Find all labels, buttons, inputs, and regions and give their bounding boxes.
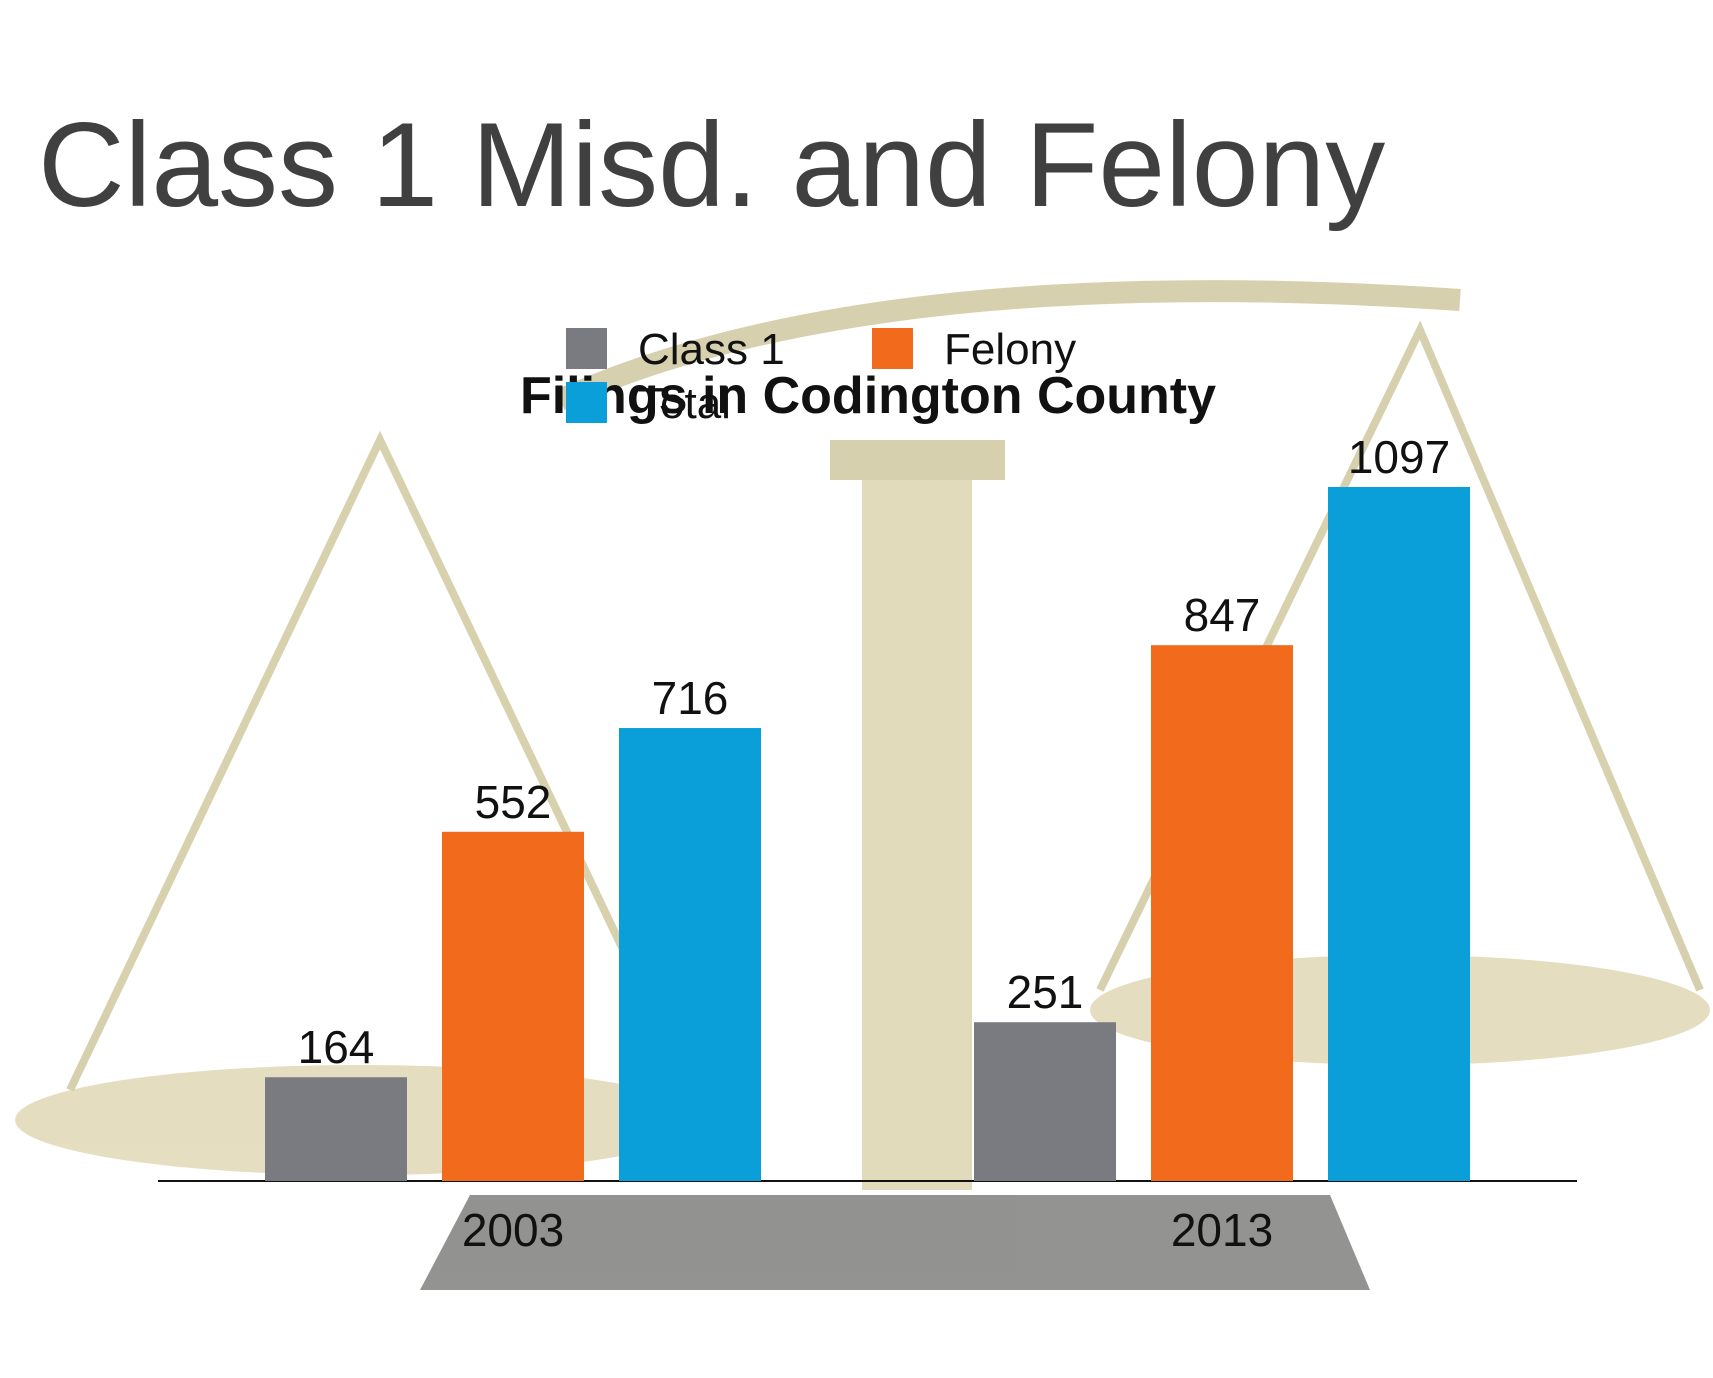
data-label: 251 (1007, 966, 1084, 1018)
data-label: 847 (1184, 589, 1261, 641)
bar (265, 1077, 407, 1181)
legend-swatch (566, 382, 607, 423)
bar (1328, 487, 1470, 1181)
bar (1151, 645, 1293, 1181)
legend-label: Felony (944, 325, 1076, 374)
x-tick-label: 2003 (462, 1204, 564, 1256)
data-label: 1097 (1348, 431, 1450, 483)
chart-title: Filings in Codington County (520, 367, 1216, 425)
legend-label: Class 1 (638, 325, 785, 374)
slide-title: Class 1 Misd. and Felony (38, 98, 1385, 232)
legend-swatch (872, 328, 913, 369)
pillar-cap (830, 440, 1005, 480)
data-label: 552 (475, 776, 552, 828)
data-label: 164 (298, 1021, 375, 1073)
legend-swatch (566, 328, 607, 369)
page: Class 1 Misd. and Felony Filings in Codi… (0, 0, 1713, 1378)
legend-label: Total (638, 379, 731, 428)
x-tick-label: 2013 (1171, 1204, 1273, 1256)
pillar (862, 470, 972, 1190)
data-label: 716 (652, 672, 729, 724)
bar (974, 1022, 1116, 1181)
slide: Class 1 Misd. and Felony Filings in Codi… (0, 0, 1713, 1378)
bar (442, 832, 584, 1181)
bar (619, 728, 761, 1181)
